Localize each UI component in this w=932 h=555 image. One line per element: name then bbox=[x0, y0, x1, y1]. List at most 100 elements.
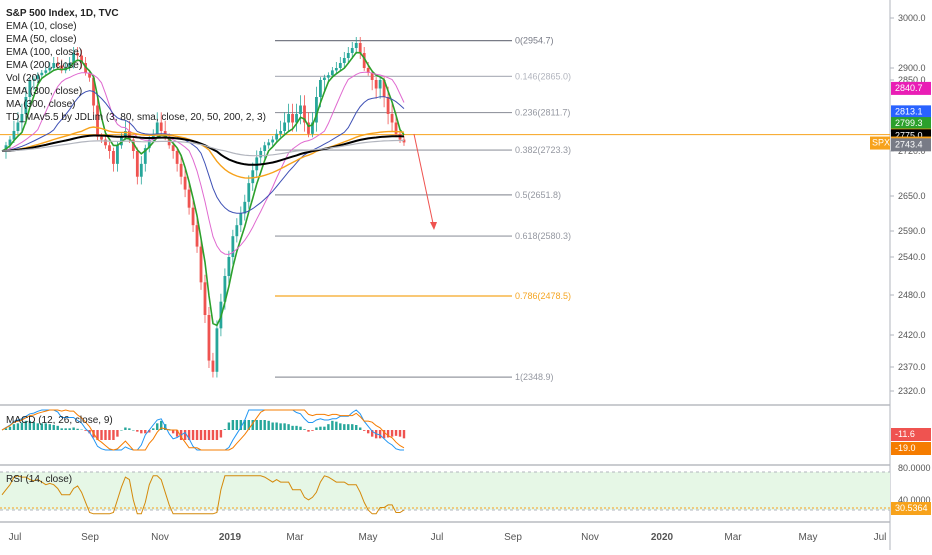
candle-body bbox=[387, 97, 390, 114]
macd-histogram-bar bbox=[331, 421, 333, 430]
fib-level-label: 0.618(2580.3) bbox=[515, 231, 571, 241]
candle-body bbox=[291, 114, 294, 123]
legend-entry[interactable]: EMA (200, close) bbox=[6, 59, 266, 72]
x-tick-label: Jul bbox=[9, 532, 22, 543]
candle-body bbox=[212, 361, 215, 372]
candle-body bbox=[216, 328, 219, 371]
legend-entry[interactable]: EMA (100, close) bbox=[6, 46, 266, 59]
candle-body bbox=[227, 257, 230, 276]
macd-histogram-bar bbox=[120, 430, 122, 431]
fib-level-label: 0.382(2723.3) bbox=[515, 145, 571, 155]
legend-entry[interactable]: MA (300, close) bbox=[6, 98, 266, 111]
candle-body bbox=[331, 70, 334, 75]
macd-histogram-bar bbox=[323, 427, 325, 430]
macd-histogram-bar bbox=[347, 424, 349, 430]
candle-body bbox=[116, 145, 119, 164]
y-tick-label: 2370.0 bbox=[898, 362, 926, 372]
x-tick-label: Nov bbox=[151, 532, 169, 543]
legend-entry[interactable]: EMA (10, close) bbox=[6, 20, 266, 33]
macd-histogram-bar bbox=[156, 423, 158, 430]
macd-histogram-bar bbox=[128, 428, 130, 430]
candle-body bbox=[287, 114, 290, 123]
x-tick-label: Jul bbox=[874, 532, 887, 543]
macd-histogram-bar bbox=[212, 430, 214, 440]
macd-histogram-bar bbox=[379, 430, 381, 438]
candle-body bbox=[172, 145, 175, 151]
macd-histogram-bar bbox=[327, 424, 329, 430]
candle-body bbox=[136, 151, 139, 177]
candle-body bbox=[359, 43, 362, 53]
x-tick-label: Mar bbox=[724, 532, 742, 543]
macd-histogram-bar bbox=[108, 430, 110, 440]
y-tick-label: 3000.0 bbox=[898, 13, 926, 23]
price-badge-text: 2743.4 bbox=[895, 139, 923, 149]
legend-entry[interactable]: TD_MAv5.5 by JDLim (3, 80, sma, close, 2… bbox=[6, 111, 266, 124]
macd-badge-text: -11.6 bbox=[895, 429, 915, 439]
rsi-upper-label: 80.0000 bbox=[898, 463, 931, 473]
macd-histogram-bar bbox=[228, 423, 230, 431]
x-tick-label: Jul bbox=[431, 532, 444, 543]
candle-body bbox=[140, 164, 143, 177]
legend-entry[interactable]: EMA (300, close) bbox=[6, 85, 266, 98]
macd-histogram-bar bbox=[303, 429, 305, 430]
macd-histogram-bar bbox=[132, 430, 134, 431]
macd-badge-text: -19.0 bbox=[895, 443, 916, 453]
chart-legend: S&P 500 Index, 1D, TVC EMA (10, close) E… bbox=[6, 7, 266, 124]
price-badge-text: 2840.7 bbox=[895, 83, 923, 93]
x-tick-label: Sep bbox=[504, 532, 522, 543]
price-badge-text: 2813.1 bbox=[895, 106, 923, 116]
candle-body bbox=[231, 236, 234, 257]
candle-body bbox=[271, 140, 274, 143]
macd-histogram-bar bbox=[311, 430, 313, 431]
symbol-tag-text: SPX bbox=[872, 138, 890, 148]
macd-histogram-bar bbox=[220, 430, 222, 438]
macd-histogram-bar bbox=[204, 430, 206, 440]
candle-body bbox=[343, 58, 346, 63]
candle-body bbox=[100, 137, 103, 140]
y-tick-label: 2420.0 bbox=[898, 330, 926, 340]
y-tick-label: 2650.0 bbox=[898, 191, 926, 201]
macd-histogram-bar bbox=[275, 423, 277, 431]
macd-histogram-bar bbox=[299, 427, 301, 430]
price-badge-text: 2799.3 bbox=[895, 118, 923, 128]
fib-level-label: 0.786(2478.5) bbox=[515, 291, 571, 301]
fib-level-label: 0(2954.7) bbox=[515, 36, 554, 46]
y-tick-label: 2320.0 bbox=[898, 386, 926, 396]
macd-histogram-bar bbox=[72, 428, 74, 431]
candle-body bbox=[335, 68, 338, 70]
candle-body bbox=[319, 80, 322, 97]
candle-body bbox=[188, 190, 191, 208]
legend-entry[interactable]: EMA (50, close) bbox=[6, 33, 266, 46]
candle-body bbox=[112, 151, 115, 164]
candle-body bbox=[196, 225, 199, 246]
macd-histogram-bar bbox=[200, 430, 202, 440]
rsi-label[interactable]: RSI (14, close) bbox=[6, 474, 72, 485]
candle-body bbox=[239, 214, 242, 226]
candle-body bbox=[204, 282, 207, 315]
candle-body bbox=[327, 75, 330, 77]
macd-histogram-bar bbox=[136, 430, 138, 432]
candle-body bbox=[263, 145, 266, 151]
macd-histogram-bar bbox=[315, 428, 317, 431]
candle-body bbox=[200, 247, 203, 283]
candle-body bbox=[184, 177, 187, 190]
macd-histogram-bar bbox=[295, 426, 297, 430]
macd-histogram-bar bbox=[116, 430, 118, 437]
macd-histogram-bar bbox=[104, 430, 106, 440]
y-tick-label: 2540.0 bbox=[898, 252, 926, 262]
macd-histogram-bar bbox=[287, 424, 289, 430]
macd-histogram-bar bbox=[236, 420, 238, 430]
x-tick-label: 2019 bbox=[219, 532, 242, 543]
macd-label[interactable]: MACD (12, 26, close, 9) bbox=[6, 415, 113, 426]
macd-histogram-bar bbox=[279, 423, 281, 430]
candle-body bbox=[351, 48, 354, 53]
macd-histogram-bar bbox=[152, 428, 154, 430]
candle-body bbox=[375, 80, 378, 89]
legend-entry[interactable]: Vol (20) bbox=[6, 72, 266, 85]
macd-histogram-bar bbox=[391, 430, 393, 437]
candle-body bbox=[180, 164, 183, 177]
macd-histogram-bar bbox=[319, 427, 321, 430]
candle-body bbox=[279, 131, 282, 134]
candle-body bbox=[379, 80, 382, 89]
macd-histogram-bar bbox=[267, 421, 269, 430]
